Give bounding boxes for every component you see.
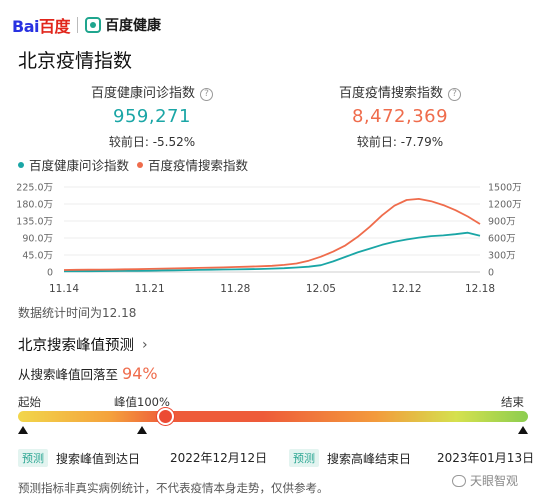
chevron-right-icon: › [142, 336, 148, 353]
x-tick-label: 12.12 [392, 283, 422, 295]
x-tick-label: 11.21 [135, 283, 165, 295]
end-marker-icon [518, 426, 528, 434]
y-right-tick-label: 1200万 [488, 200, 522, 211]
scale-end-label: 结束 [501, 395, 524, 409]
metric-change: 较前日: -7.79% [356, 135, 444, 149]
prediction-value: 94% [122, 364, 158, 383]
help-icon[interactable]: ? [448, 88, 461, 101]
milestone-label: 搜索高峰结束日 [327, 451, 412, 466]
line-chart: 0 45.0万 90.0万 135.0万 180.0万 225.0万 0 300万 600万 90… [16, 183, 522, 296]
metric-search-index: 百度疫情搜索指数? 8,472,369 较前日: -7.79% [300, 82, 500, 150]
metric-label: 百度健康问诊指数 [90, 86, 195, 101]
health-logo-icon [85, 17, 101, 33]
y-right-tick-label: 1500万 [488, 183, 522, 194]
x-tick-label: 12.05 [306, 283, 336, 295]
health-brand-name: 百度健康 [105, 18, 161, 34]
milestone-end-date: 2023年01月13日 [437, 451, 535, 465]
page-title: 北京疫情指数 [18, 50, 133, 72]
data-timestamp-note: 数据统计时间为12.18 [18, 306, 137, 320]
x-tick-label: 11.14 [49, 283, 79, 295]
chart-legend: 百度健康问诊指数 百度疫情搜索指数 [18, 155, 256, 174]
y-left-tick-label: 225.0万 [16, 183, 53, 194]
watermark: 天眼智观 [452, 472, 518, 489]
scale-start-label: 起始 [18, 395, 41, 409]
help-icon[interactable]: ? [200, 88, 213, 101]
y-left-tick-label: 135.0万 [16, 217, 53, 228]
start-marker-icon [18, 426, 28, 434]
milestone-peak-date: 2022年12月12日 [170, 451, 268, 465]
brand-logo: Bai百度 百度健康 [12, 14, 161, 36]
logo-divider [77, 17, 78, 33]
metric-change: 较前日: -5.52% [108, 135, 196, 149]
y-right-tick-label: 600万 [488, 234, 516, 245]
y-right-tick-label: 900万 [488, 217, 516, 228]
y-right-tick-label: 300万 [488, 251, 516, 262]
metric-value: 8,472,369 [351, 106, 449, 127]
baidu-logo: Bai百度 [12, 17, 71, 36]
y-left-tick-label: 90.0万 [22, 234, 53, 245]
series-line-consult [64, 231, 481, 273]
scale-peak-label: 峰值100% [114, 395, 170, 409]
prediction-badge: 预测 [289, 449, 319, 467]
milestone-end: 预测 搜索高峰结束日 [289, 449, 411, 467]
peak-progress-bar [18, 411, 528, 422]
x-tick-label: 12.18 [465, 283, 495, 295]
wechat-icon [452, 474, 466, 487]
legend-dot [137, 161, 144, 168]
milestone-peak: 预测 搜索峰值到达日 [18, 449, 140, 467]
legend-item-search[interactable]: 百度疫情搜索指数 [137, 155, 248, 174]
milestone-label: 搜索峰值到达日 [56, 451, 141, 466]
x-tick-label: 11.28 [220, 283, 250, 295]
prediction-badge: 预测 [18, 449, 48, 467]
prediction-text: 从搜索峰值回落至 94% [18, 364, 158, 383]
peak-marker-icon [137, 426, 147, 434]
legend-item-consult[interactable]: 百度健康问诊指数 [18, 155, 129, 174]
current-position-marker [157, 408, 174, 425]
y-left-tick-label: 180.0万 [16, 200, 53, 211]
y-left-tick-label: 45.0万 [22, 251, 53, 262]
series-line-search [63, 197, 481, 271]
section-title[interactable]: 北京搜索峰值预测 › [18, 336, 148, 355]
legend-dot [18, 161, 24, 168]
metric-consult-index: 百度健康问诊指数? 959,271 较前日: -5.52% [52, 82, 252, 150]
metric-value: 959,271 [113, 106, 191, 127]
metric-label: 百度疫情搜索指数 [338, 86, 443, 101]
disclaimer: 预测指标非真实病例统计，不代表疫情本身走势，仅供参考。 [18, 481, 329, 495]
y-left-tick-label: 0 [47, 268, 53, 279]
y-right-tick-label: 0 [488, 268, 494, 279]
